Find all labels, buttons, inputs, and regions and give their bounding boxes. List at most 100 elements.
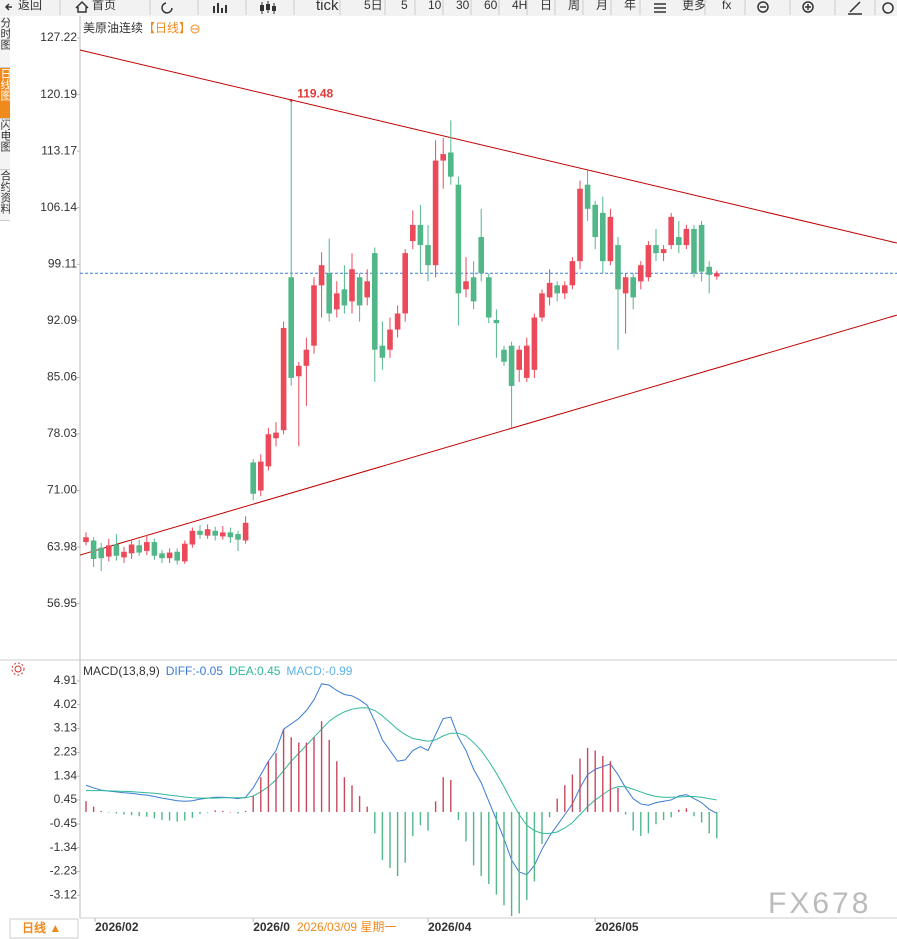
macd-bar xyxy=(244,810,247,812)
toolbar-item[interactable]: 日 xyxy=(540,0,552,12)
candle-body xyxy=(425,245,431,266)
candle-body xyxy=(539,293,545,318)
period-button[interactable] xyxy=(9,918,79,939)
toolbar-item[interactable]: 4H xyxy=(512,0,527,12)
candle-body xyxy=(501,349,507,362)
toolbar-item[interactable]: 5日 xyxy=(364,0,383,12)
candle-body xyxy=(645,245,652,278)
candle-body xyxy=(592,204,598,238)
macd-bar xyxy=(199,811,201,815)
watermark: FX678 xyxy=(768,887,871,920)
home-icon xyxy=(75,0,89,13)
y-tick-label: 56.95 xyxy=(47,596,77,610)
candle-body xyxy=(174,551,180,561)
candle-body xyxy=(182,543,188,562)
macd-bar xyxy=(624,811,627,815)
candle-body xyxy=(189,530,196,545)
candle-body xyxy=(296,365,302,377)
macd-bar xyxy=(503,811,505,906)
toolbar-item[interactable]: 首页 xyxy=(92,0,116,12)
back-icon xyxy=(4,3,12,11)
pen-icon xyxy=(848,1,862,15)
macd-bar xyxy=(305,742,308,812)
candle-body xyxy=(410,224,416,242)
candle-body xyxy=(470,277,477,302)
toolbar-item[interactable]: 周 xyxy=(568,0,580,12)
sidebar-tab[interactable]: 日线图 xyxy=(0,68,10,119)
macd-bar xyxy=(632,811,634,831)
candle-body xyxy=(660,249,667,254)
candle-body xyxy=(508,345,515,386)
macd-bar xyxy=(267,761,270,812)
candle-body xyxy=(478,237,484,274)
candle-body xyxy=(698,224,705,272)
crosshair-date: 2026/03/09 星期一 xyxy=(297,920,396,934)
candle-body xyxy=(676,237,682,246)
toolbar-item[interactable]: 5 xyxy=(401,0,408,12)
candle-body xyxy=(349,269,355,302)
toolbar-item[interactable]: 10 xyxy=(428,0,442,12)
sidebar: 分时图 日线图 闪电图 合约资料 xyxy=(0,17,10,221)
bars-icon xyxy=(213,3,227,13)
toolbar-item[interactable]: 30 xyxy=(456,0,470,12)
zoom-in-icon xyxy=(802,1,814,13)
candle-body xyxy=(615,245,621,290)
collapse-icon[interactable] xyxy=(190,24,200,34)
period-button-label[interactable]: 日线 ▲ xyxy=(22,920,61,935)
y-tick-label: 85.06 xyxy=(47,370,77,384)
y-tick-label: 127.22 xyxy=(40,30,77,44)
settings-icon[interactable] xyxy=(11,662,25,676)
toolbar-item[interactable]: 更多 xyxy=(682,0,706,12)
macd-bar xyxy=(343,777,346,812)
candle-body xyxy=(455,184,462,294)
x-tick-label: 2026/0 xyxy=(253,920,290,934)
macd-bar xyxy=(358,795,361,812)
macd-bar xyxy=(556,798,558,812)
toolbar-item[interactable]: 年 xyxy=(624,0,636,12)
toolbar-item[interactable]: 60 xyxy=(484,0,498,12)
macd-bar xyxy=(480,811,482,877)
candle-body xyxy=(106,545,112,557)
macd-bar xyxy=(518,811,520,914)
toolbar-item[interactable]: 返回 xyxy=(18,0,42,12)
y-tick-label: 1.34 xyxy=(54,768,78,782)
legend-dea: DEA:0.45 xyxy=(229,664,281,678)
candle-body xyxy=(440,154,446,161)
sidebar-tab[interactable]: 闪电图 xyxy=(0,119,10,170)
toolbar-item[interactable]: fx xyxy=(722,0,731,12)
macd-bar xyxy=(161,811,163,820)
annotation-label: 119.48 xyxy=(297,87,333,101)
macd-bar xyxy=(336,761,338,812)
candle-body xyxy=(493,319,500,324)
candle-body xyxy=(683,228,690,246)
macd-bar xyxy=(457,811,460,820)
macd-bar xyxy=(655,811,657,825)
y-tick-label: -1.34 xyxy=(50,840,78,854)
candle-body xyxy=(121,551,127,558)
macd-bar xyxy=(381,811,384,861)
macd-bar xyxy=(237,811,239,814)
candle-body xyxy=(83,537,89,543)
toolbar-item[interactable]: tick xyxy=(316,0,339,14)
sidebar-tab[interactable]: 合约资料 xyxy=(0,170,10,221)
toolbar-item[interactable]: 月 xyxy=(596,0,608,12)
candle-body xyxy=(288,277,294,378)
y-tick-label: -3.12 xyxy=(50,887,78,901)
macd-bar xyxy=(685,808,688,812)
y-tick-label: 106.14 xyxy=(40,200,77,214)
candle-body xyxy=(372,253,378,350)
macd-bar xyxy=(214,810,216,812)
candle-body xyxy=(531,317,538,370)
candle-body xyxy=(212,530,218,536)
sidebar-tab[interactable]: 分时图 xyxy=(0,17,10,68)
macd-bar xyxy=(419,811,422,826)
candle-body xyxy=(653,245,659,254)
candle-body xyxy=(463,281,469,290)
candle-body xyxy=(235,534,241,540)
candle-body xyxy=(516,349,522,370)
macd-bar xyxy=(640,811,642,836)
macd-bar xyxy=(351,785,353,812)
macd-bar xyxy=(115,811,118,814)
candle-body xyxy=(204,529,211,536)
candle-body xyxy=(98,547,104,559)
